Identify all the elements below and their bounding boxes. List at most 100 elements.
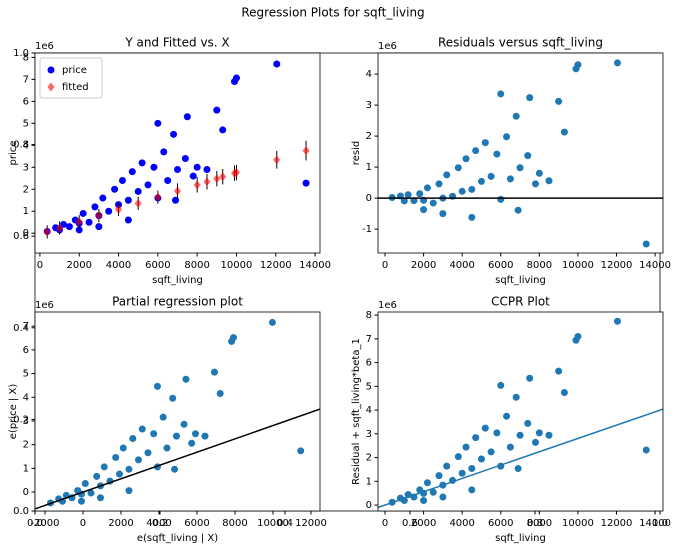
y-axis-label: resid [351, 141, 362, 165]
y-tick-label: 0 [23, 487, 29, 498]
point [85, 218, 93, 226]
y-tick-label: 3 [23, 162, 29, 173]
x-tick-label: 12000 [260, 260, 292, 271]
fitted-point [302, 146, 310, 156]
y-tick-label: 4 [366, 69, 372, 80]
x-tick-label: 1.0 [652, 518, 668, 529]
point [404, 191, 412, 199]
x-tick-label: 6000 [488, 260, 513, 271]
point [506, 175, 514, 183]
point [443, 462, 451, 470]
point [545, 177, 553, 185]
axes-frame [377, 52, 664, 254]
point [545, 431, 553, 439]
axes-frame [377, 311, 664, 512]
point [93, 472, 101, 480]
point [423, 184, 431, 192]
point [203, 165, 211, 173]
axes-frame [34, 52, 321, 254]
point [435, 180, 443, 188]
point [159, 413, 167, 421]
point [535, 169, 543, 177]
fitted-point [115, 204, 123, 214]
point [497, 90, 505, 98]
frame [34, 52, 661, 512]
y-tick-label: 8 [23, 52, 29, 63]
point [154, 119, 162, 127]
x-tick-label: 6000 [488, 518, 513, 529]
x-tick-label: 4000 [146, 518, 171, 529]
y-tick-label: 4 [366, 405, 372, 416]
axes-title: Y and Fitted vs. X [124, 36, 229, 50]
point [172, 432, 180, 440]
y-axis-label: e(price | X) [8, 384, 19, 440]
point [420, 206, 428, 214]
axes-frame [34, 311, 321, 512]
y-tick-label: 5 [366, 381, 372, 392]
x-tick-label: 0 [382, 518, 388, 529]
y-axis-label: Residual + sqft_living*beta_1 [351, 338, 362, 485]
point [516, 431, 524, 439]
point [462, 443, 470, 451]
point [219, 126, 227, 134]
x-tick-label: 4000 [449, 518, 474, 529]
y-tick-label: 4 [23, 140, 29, 151]
fitted-point [134, 198, 142, 208]
y-tick-label: 2 [366, 131, 372, 142]
point [193, 163, 201, 171]
point [439, 493, 447, 501]
point [429, 488, 437, 496]
y-tick-label: 0.0 [13, 506, 29, 517]
legend-label: fitted [62, 82, 89, 93]
fitted-point [154, 192, 162, 202]
y-tick-label: 5 [23, 118, 29, 129]
point [144, 181, 152, 189]
x-tick-label: 4000 [106, 260, 131, 271]
x-tick-label: 12000 [601, 260, 633, 271]
point [65, 223, 73, 231]
point [96, 494, 104, 502]
point [119, 444, 127, 452]
plot-area [378, 317, 663, 509]
point [497, 195, 505, 203]
point [468, 213, 476, 221]
point [516, 164, 524, 172]
x-tick-label: 2000 [108, 518, 133, 529]
point [87, 489, 95, 497]
y-tick-label: 0 [23, 228, 29, 239]
point [481, 424, 489, 432]
point [216, 389, 224, 397]
point [526, 374, 534, 382]
point [105, 207, 113, 215]
point [95, 223, 103, 231]
point [99, 194, 107, 202]
point [125, 487, 133, 495]
y-tick-label: 3 [23, 416, 29, 427]
point [642, 446, 650, 454]
fitted-point [273, 155, 281, 165]
point [468, 486, 476, 494]
offset-label: 1e6 [35, 41, 54, 52]
legend-marker [47, 82, 55, 92]
point [560, 128, 568, 136]
point [420, 497, 428, 505]
x-tick-label: 10000 [562, 260, 594, 271]
point [111, 185, 119, 193]
axes-title: Residuals versus sqft_living [438, 36, 603, 50]
x-tick-label: 8000 [527, 260, 552, 271]
y-tick-label: 2 [23, 184, 29, 195]
x-tick-label: 0 [80, 518, 86, 529]
point [77, 497, 85, 505]
y-tick-label: 2 [366, 453, 372, 464]
y-axis-label: price [8, 141, 19, 166]
point [150, 163, 158, 171]
fit-line [378, 408, 663, 509]
point [531, 180, 539, 188]
point [472, 147, 480, 155]
point [79, 209, 87, 217]
point [60, 220, 67, 228]
point [514, 464, 522, 472]
point [191, 430, 199, 438]
figure-title: Regression Plots for sqft_living [241, 6, 424, 20]
y-tick-label: 5 [23, 369, 29, 380]
